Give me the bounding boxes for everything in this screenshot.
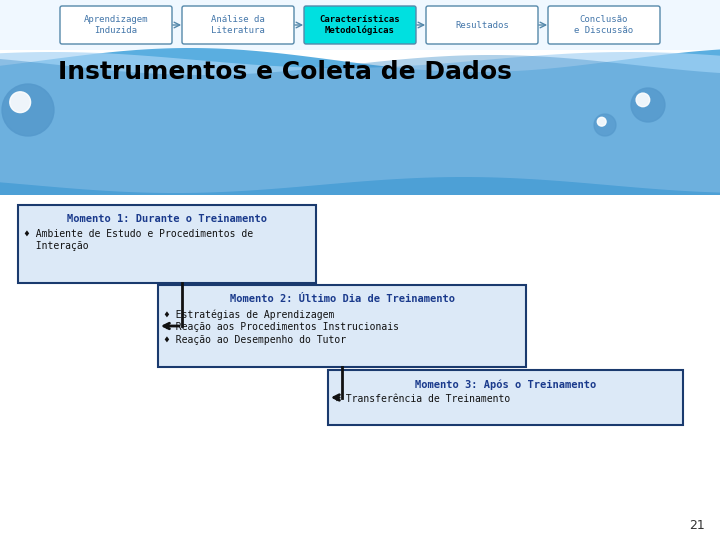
Text: ♦ Transferência de Treinamento: ♦ Transferência de Treinamento [334, 394, 510, 404]
Circle shape [10, 92, 30, 113]
Text: ♦ Reação ao Desempenho do Tutor: ♦ Reação ao Desempenho do Tutor [164, 335, 346, 345]
Polygon shape [0, 55, 720, 195]
Text: ♦ Ambiente de Estudo e Procedimentos de
  Interação: ♦ Ambiente de Estudo e Procedimentos de … [24, 229, 253, 251]
FancyBboxPatch shape [18, 205, 316, 283]
Text: ♦ Estratégias de Aprendizagem: ♦ Estratégias de Aprendizagem [164, 309, 334, 320]
FancyBboxPatch shape [60, 6, 172, 44]
FancyBboxPatch shape [426, 6, 538, 44]
Circle shape [594, 114, 616, 136]
Text: Características
Metodológicas: Características Metodológicas [320, 15, 400, 35]
FancyBboxPatch shape [328, 370, 683, 425]
Text: Análise da
Literatura: Análise da Literatura [211, 15, 265, 35]
FancyBboxPatch shape [182, 6, 294, 44]
Circle shape [636, 93, 649, 107]
Text: Momento 3: Após o Treinamento: Momento 3: Após o Treinamento [415, 379, 596, 389]
Text: Instrumentos e Coleta de Dados: Instrumentos e Coleta de Dados [58, 60, 512, 84]
Text: Conclusão
e Discussão: Conclusão e Discussão [575, 15, 634, 35]
FancyBboxPatch shape [158, 285, 526, 367]
Text: ♦ Reação aos Procedimentos Instrucionais: ♦ Reação aos Procedimentos Instrucionais [164, 322, 399, 332]
Circle shape [631, 88, 665, 122]
Circle shape [2, 84, 54, 136]
Text: Momento 2: Último Dia de Treinamento: Momento 2: Último Dia de Treinamento [230, 294, 454, 304]
Text: Momento 1: Durante o Treinamento: Momento 1: Durante o Treinamento [67, 214, 267, 224]
Circle shape [598, 117, 606, 126]
Polygon shape [0, 48, 720, 195]
Text: 21: 21 [689, 519, 705, 532]
Text: Aprendizagem
Induzida: Aprendizagem Induzida [84, 15, 148, 35]
Text: Resultados: Resultados [455, 21, 509, 30]
FancyBboxPatch shape [304, 6, 416, 44]
Polygon shape [0, 52, 720, 193]
FancyBboxPatch shape [548, 6, 660, 44]
FancyBboxPatch shape [0, 0, 720, 50]
